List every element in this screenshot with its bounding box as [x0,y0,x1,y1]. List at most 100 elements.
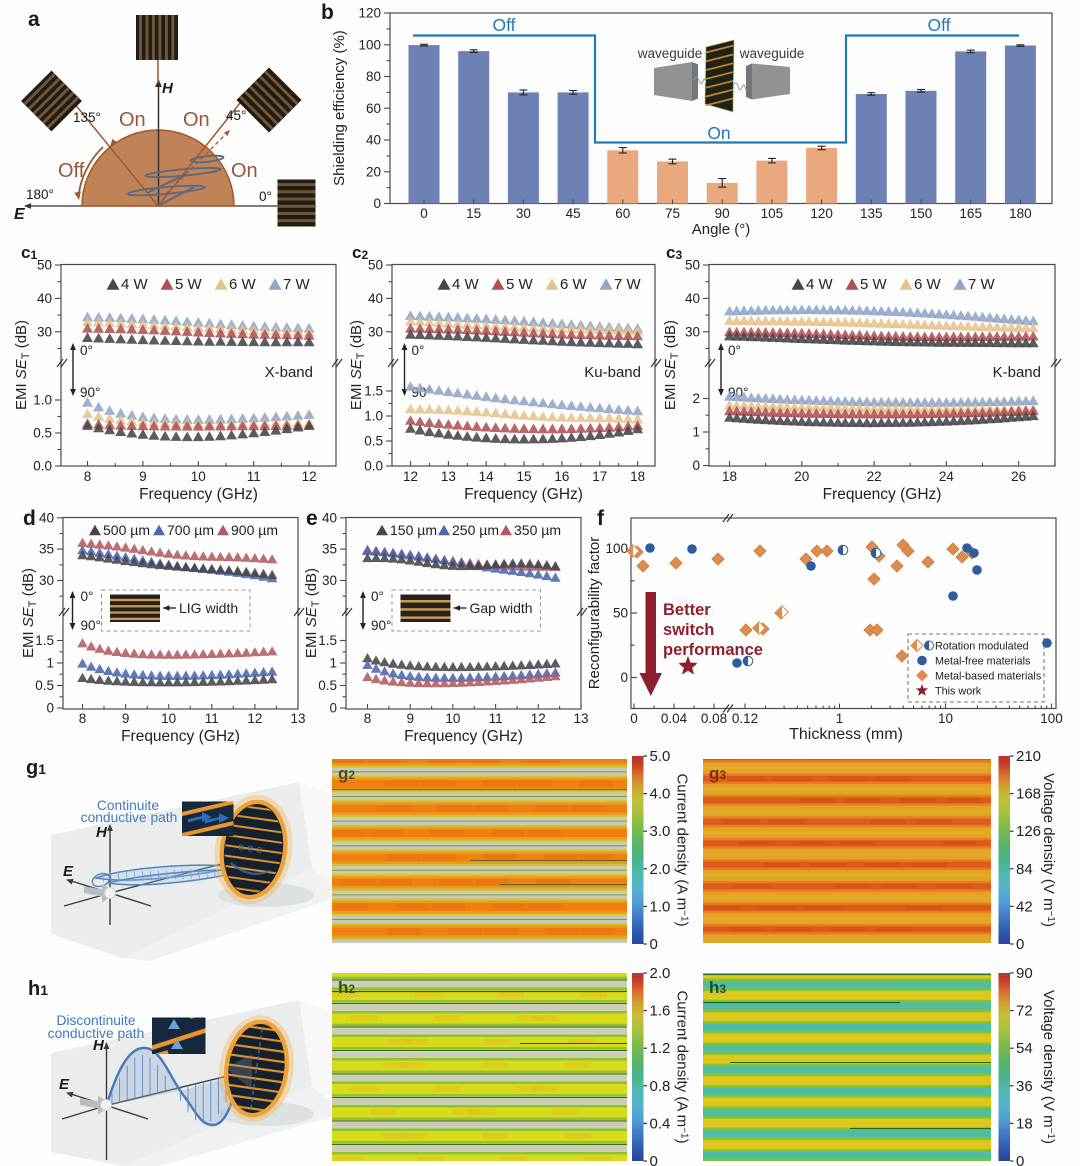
svg-text:E: E [63,863,74,880]
svg-text:c3: c3 [666,243,682,262]
svg-text:80: 80 [366,69,381,84]
svg-text:168: 168 [1016,786,1041,803]
svg-text:EMI SET (dB): EMI SET (dB) [13,320,32,410]
svg-text:g2: g2 [338,764,355,783]
svg-text:Off: Off [58,160,85,182]
svg-text:50: 50 [685,258,700,273]
svg-text:5 W: 5 W [860,276,888,293]
svg-text:90°: 90° [371,618,391,633]
svg-text:15: 15 [466,206,481,221]
svg-text:9: 9 [139,469,147,484]
svg-text:performance: performance [663,641,763,659]
svg-text:15: 15 [517,469,532,484]
svg-text:Thickness (mm): Thickness (mm) [789,726,903,743]
svg-text:g3: g3 [709,764,726,783]
svg-text:13: 13 [441,469,456,484]
svg-text:0: 0 [692,458,700,473]
svg-text:1.0: 1.0 [650,898,671,915]
svg-text:e: e [306,507,318,530]
svg-text:10: 10 [938,711,953,726]
svg-text:0: 0 [329,701,337,716]
svg-text:1.2: 1.2 [650,1040,671,1057]
svg-text:60: 60 [615,206,630,221]
svg-text:12: 12 [247,711,262,726]
svg-text:9: 9 [406,711,414,726]
svg-text:e e e: e e e [237,841,263,856]
svg-text:2: 2 [692,391,700,406]
svg-text:5.0: 5.0 [650,748,671,765]
svg-text:This work: This work [935,686,982,698]
svg-text:0°: 0° [371,589,384,604]
svg-text:54: 54 [1016,1040,1033,1057]
svg-text:On: On [119,109,146,131]
svg-text:18: 18 [1016,1115,1033,1132]
svg-text:210: 210 [1016,748,1041,765]
svg-text:17: 17 [592,469,607,484]
svg-text:0.5: 0.5 [364,434,383,449]
svg-text:6 W: 6 W [914,276,942,293]
svg-text:0°: 0° [728,343,741,358]
svg-text:20: 20 [366,164,381,179]
svg-text:H: H [93,1037,105,1054]
svg-text:9: 9 [122,711,130,726]
svg-text:30: 30 [685,324,700,339]
svg-text:Current density (A m−1): Current density (A m−1) [674,990,691,1143]
svg-text:0.12: 0.12 [732,711,758,726]
svg-text:14: 14 [479,469,495,484]
svg-text:0: 0 [1016,1153,1024,1166]
svg-text:0°: 0° [259,189,272,204]
svg-text:4 W: 4 W [806,276,834,293]
svg-text:11: 11 [205,711,219,726]
svg-text:6 W: 6 W [229,276,257,293]
svg-text:20: 20 [794,469,809,484]
svg-text:Current density (A m−1): Current density (A m−1) [674,773,691,926]
svg-text:90: 90 [715,206,730,221]
svg-text:5 W: 5 W [175,276,203,293]
svg-text:0.04: 0.04 [661,711,688,726]
svg-text:75: 75 [665,206,680,221]
svg-text:1: 1 [329,656,337,671]
svg-text:90°: 90° [80,385,100,400]
svg-text:135°: 135° [73,110,101,125]
svg-text:8: 8 [79,711,87,726]
svg-text:0.08: 0.08 [701,711,727,726]
svg-text:180°: 180° [26,187,54,202]
svg-text:1: 1 [46,656,54,671]
svg-text:H: H [162,80,174,97]
svg-text:switch: switch [663,621,714,639]
svg-text:30: 30 [322,573,337,588]
svg-text:22: 22 [867,469,882,484]
svg-text:Discontinuite: Discontinuite [57,1013,136,1028]
svg-text:1.5: 1.5 [318,633,337,648]
svg-text:10: 10 [445,711,460,726]
svg-text:30: 30 [368,324,383,339]
svg-text:conductive path: conductive path [48,1026,145,1041]
svg-text:120: 120 [810,206,833,221]
svg-text:EMI SET (dB): EMI SET (dB) [662,320,681,410]
svg-text:40: 40 [366,133,381,148]
svg-text:40: 40 [39,510,54,525]
svg-text:Frequency (GHz): Frequency (GHz) [121,728,240,745]
svg-text:35: 35 [39,542,54,557]
svg-text:0: 0 [1016,936,1024,953]
svg-text:f: f [597,507,605,530]
svg-text:0.4: 0.4 [650,1115,671,1132]
svg-text:1.5: 1.5 [35,633,54,648]
svg-text:35: 35 [322,542,337,557]
svg-text:8: 8 [364,711,372,726]
svg-text:Metal-free materials: Metal-free materials [935,656,1031,668]
svg-text:90: 90 [1016,965,1033,982]
svg-text:10: 10 [161,711,176,726]
svg-text:40: 40 [685,291,700,306]
svg-text:165: 165 [959,206,982,221]
svg-text:1: 1 [836,711,844,726]
svg-text:6 W: 6 W [560,276,588,293]
svg-text:waveguide: waveguide [739,46,805,61]
svg-text:84: 84 [1016,861,1033,878]
svg-text:0: 0 [420,206,428,221]
svg-text:0: 0 [620,670,628,685]
svg-text:c2: c2 [352,243,368,262]
svg-text:EMI SET (dB): EMI SET (dB) [303,568,322,658]
svg-text:40: 40 [322,510,337,525]
svg-text:7 W: 7 W [968,276,996,293]
